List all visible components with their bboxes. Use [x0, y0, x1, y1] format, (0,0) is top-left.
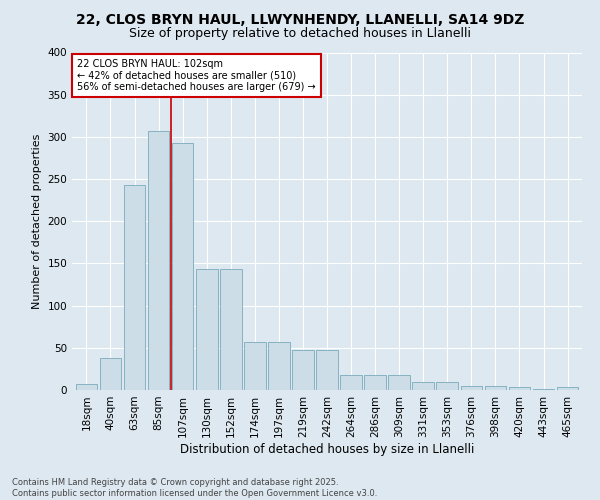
Bar	[388, 375, 410, 390]
Bar	[509, 388, 530, 390]
Bar	[292, 350, 314, 390]
Bar	[485, 386, 506, 390]
Bar	[436, 382, 458, 390]
Bar	[557, 386, 578, 390]
Text: 22, CLOS BRYN HAUL, LLWYNHENDY, LLANELLI, SA14 9DZ: 22, CLOS BRYN HAUL, LLWYNHENDY, LLANELLI…	[76, 12, 524, 26]
Text: Contains HM Land Registry data © Crown copyright and database right 2025.
Contai: Contains HM Land Registry data © Crown c…	[12, 478, 377, 498]
Y-axis label: Number of detached properties: Number of detached properties	[32, 134, 42, 309]
Bar	[316, 350, 338, 390]
Bar	[100, 358, 121, 390]
Bar	[148, 131, 169, 390]
Bar	[124, 185, 145, 390]
Bar	[220, 270, 242, 390]
Bar	[461, 386, 482, 390]
X-axis label: Distribution of detached houses by size in Llanelli: Distribution of detached houses by size …	[180, 442, 474, 456]
Text: 22 CLOS BRYN HAUL: 102sqm
← 42% of detached houses are smaller (510)
56% of semi: 22 CLOS BRYN HAUL: 102sqm ← 42% of detac…	[77, 59, 316, 92]
Bar	[340, 375, 362, 390]
Bar	[533, 389, 554, 390]
Bar	[412, 382, 434, 390]
Bar	[268, 342, 290, 390]
Bar	[76, 384, 97, 390]
Bar	[172, 143, 193, 390]
Text: Size of property relative to detached houses in Llanelli: Size of property relative to detached ho…	[129, 28, 471, 40]
Bar	[244, 342, 266, 390]
Bar	[196, 270, 218, 390]
Bar	[364, 375, 386, 390]
